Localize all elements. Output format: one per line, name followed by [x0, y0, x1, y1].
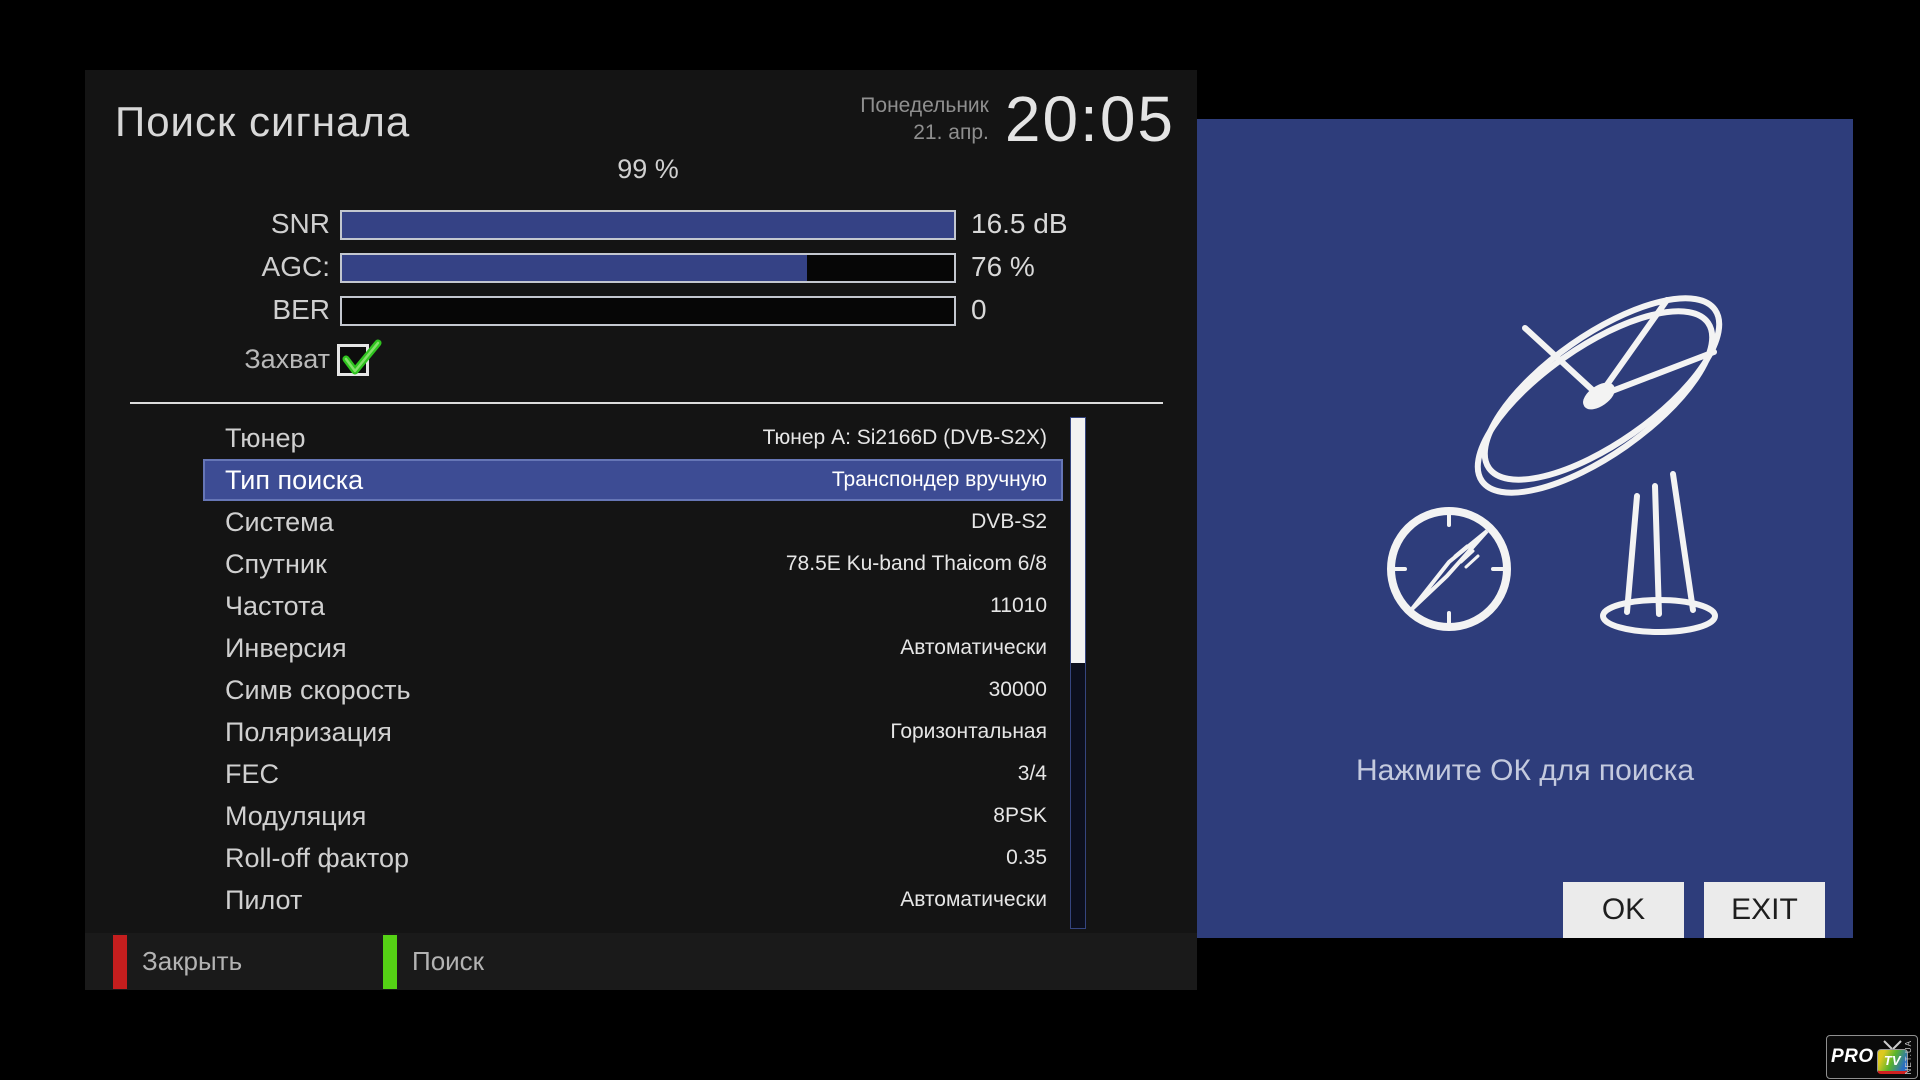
- settings-row-inversion[interactable]: Инверсия Автоматически: [203, 627, 1063, 669]
- setting-label: Спутник: [225, 548, 327, 579]
- settings-row-tuner[interactable]: Тюнер Тюнер A: Si2166D (DVB-S2X): [203, 417, 1063, 459]
- lock-row: Захват: [85, 339, 1197, 380]
- red-key-icon: [113, 934, 127, 989]
- settings-row-modulation[interactable]: Модуляция 8PSK: [203, 795, 1063, 837]
- setting-label: Пилот: [225, 884, 303, 915]
- setting-value: Автоматически: [900, 888, 1047, 911]
- separator-line: [130, 402, 1163, 404]
- signal-search-panel: Поиск сигнала Понедельник 21. апр. 20:05…: [85, 70, 1197, 990]
- exit-button[interactable]: EXIT: [1704, 882, 1825, 938]
- setting-value: Тюнер A: Si2166D (DVB-S2X): [762, 426, 1047, 449]
- setting-value: 8PSK: [993, 804, 1047, 827]
- setting-value: Автоматически: [900, 636, 1047, 659]
- settings-row-frequency[interactable]: Частота 11010: [203, 585, 1063, 627]
- setting-label: Симв скорость: [225, 674, 411, 705]
- tv-icon: TV: [1876, 1040, 1908, 1074]
- date-block: Понедельник 21. апр.: [860, 92, 989, 146]
- close-hint-label: Закрыть: [142, 946, 243, 976]
- check-icon: [342, 339, 382, 375]
- setting-value: Горизонтальная: [890, 720, 1047, 743]
- antenna-icon: [1882, 1040, 1902, 1050]
- logo-pro-text: PRO: [1831, 1046, 1874, 1067]
- setting-value: DVB-S2: [971, 510, 1047, 533]
- button-hint-bar: Закрыть Поиск: [85, 933, 1197, 990]
- settings-list: Тюнер Тюнер A: Si2166D (DVB-S2X) Тип пои…: [203, 417, 1063, 921]
- protv-logo: PRO TV NET.UA: [1826, 1035, 1918, 1079]
- lock-checkbox: [337, 339, 382, 376]
- satellite-dish-icon: [1387, 295, 1723, 635]
- setting-label: Модуляция: [225, 800, 367, 831]
- setting-value: 30000: [988, 678, 1047, 701]
- snr-bar: [340, 210, 956, 240]
- search-dialog-panel: Нажмите ОК для поиска OK EXIT: [1197, 119, 1853, 938]
- agc-bar-row: AGC: 76 %: [85, 251, 1197, 283]
- settings-row-rolloff[interactable]: Roll-off фактор 0.35: [203, 837, 1063, 879]
- lock-label: Захват: [244, 344, 330, 374]
- setting-label: Поляризация: [225, 716, 392, 747]
- settings-row-system[interactable]: Система DVB-S2: [203, 501, 1063, 543]
- agc-bar-fill: [342, 255, 808, 281]
- setting-label: FEC: [225, 758, 279, 789]
- signal-quality-percent: 99 %: [617, 154, 679, 184]
- logo-tv-text: TV: [1876, 1049, 1908, 1074]
- settings-row-fec[interactable]: FEC 3/4: [203, 753, 1063, 795]
- setting-label: Частота: [225, 590, 326, 621]
- close-hint[interactable]: Закрыть: [113, 933, 242, 990]
- setting-label: Тип поиска: [225, 464, 364, 495]
- setting-label: Тюнер: [225, 422, 306, 453]
- clock: Понедельник 21. апр. 20:05: [860, 84, 1175, 154]
- ok-button[interactable]: OK: [1563, 882, 1684, 938]
- settings-row-polarization[interactable]: Поляризация Горизонтальная: [203, 711, 1063, 753]
- settings-row-pilot[interactable]: Пилот Автоматически: [203, 879, 1063, 921]
- ber-label: BER: [272, 294, 330, 325]
- scrollbar-thumb[interactable]: [1071, 418, 1085, 663]
- agc-label: AGC:: [261, 251, 330, 282]
- settings-row-search-type[interactable]: Тип поиска Транспондер вручную: [203, 459, 1063, 501]
- settings-row-satellite[interactable]: Спутник 78.5E Ku-band Thaicom 6/8: [203, 543, 1063, 585]
- ber-bar-row: BER 0: [85, 294, 1197, 326]
- setting-label: Система: [225, 506, 334, 537]
- weekday-label: Понедельник: [860, 94, 989, 117]
- dialog-message: Нажмите ОК для поиска: [1355, 754, 1695, 787]
- page-title: Поиск сигнала: [115, 98, 411, 145]
- list-scrollbar[interactable]: [1070, 417, 1086, 929]
- green-key-icon: [383, 934, 397, 989]
- snr-bar-row: SNR 16.5 dB: [85, 208, 1197, 240]
- snr-value: 16.5 dB: [971, 208, 1068, 239]
- setting-value: 3/4: [1017, 762, 1047, 785]
- dialog-buttons: OK EXIT: [1563, 882, 1825, 938]
- logo-suffix-text: NET.UA: [1904, 1039, 1913, 1075]
- search-hint-label: Поиск: [412, 946, 485, 976]
- settings-row-symbol-rate[interactable]: Симв скорость 30000: [203, 669, 1063, 711]
- setting-value: Транспондер вручную: [831, 468, 1047, 491]
- date-label: 21. апр.: [913, 121, 989, 144]
- agc-value: 76 %: [971, 251, 1035, 282]
- setting-label: Roll-off фактор: [225, 842, 409, 873]
- snr-label: SNR: [270, 208, 330, 239]
- search-hint[interactable]: Поиск: [383, 933, 484, 990]
- setting-value: 78.5E Ku-band Thaicom 6/8: [785, 552, 1047, 575]
- setting-value: 0.35: [1006, 846, 1047, 869]
- setting-value: 11010: [990, 594, 1047, 617]
- ber-value: 0: [971, 294, 987, 325]
- snr-bar-fill: [342, 212, 954, 238]
- time-label: 20:05: [1004, 83, 1175, 155]
- ber-bar: [340, 296, 956, 326]
- setting-label: Инверсия: [225, 632, 347, 663]
- agc-bar: [340, 253, 956, 283]
